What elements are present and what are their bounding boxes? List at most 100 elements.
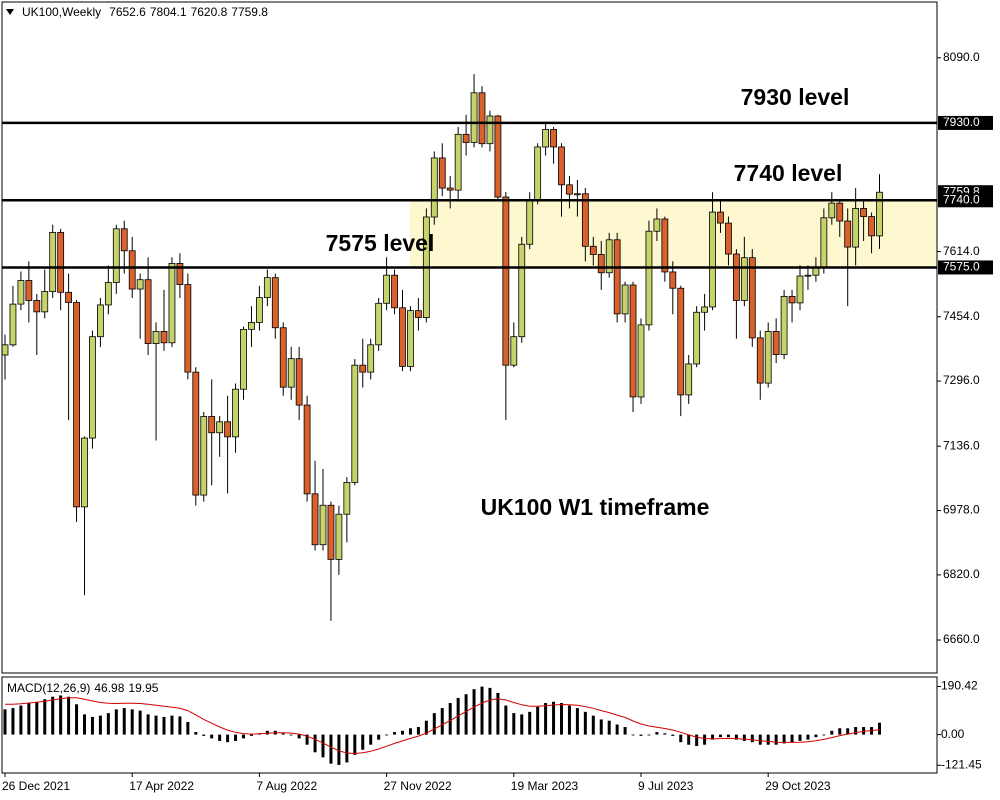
macd-label-field: MACD(12,26,9): [7, 681, 90, 695]
macd-bar: [830, 730, 834, 735]
macd-bar: [782, 734, 786, 744]
candle-body: [740, 257, 748, 301]
candle-body: [271, 277, 279, 329]
chart-header: UK100,Weekly 7652.6 7804.1 7620.8 7759.8: [22, 5, 268, 19]
candle-body: [669, 271, 677, 289]
candle-body: [152, 330, 160, 345]
candle-body: [144, 279, 152, 345]
candle-body: [287, 358, 295, 388]
macd-bar: [432, 713, 436, 735]
macd-bar: [90, 716, 94, 735]
candle-body: [645, 230, 653, 326]
candle-body: [97, 304, 104, 338]
candle-body: [605, 239, 613, 274]
macd-bar: [512, 713, 516, 735]
macd-bar: [631, 734, 635, 736]
candle-body: [701, 306, 708, 313]
candle-body: [581, 193, 589, 247]
candle-body: [542, 129, 549, 148]
candle-body: [65, 291, 72, 303]
x-tick-label: 27 Nov 2022: [384, 779, 452, 793]
candle-body: [335, 513, 343, 560]
candle-body: [57, 232, 65, 293]
level-box: [938, 115, 993, 130]
candle-body: [772, 330, 780, 356]
candle-body: [255, 297, 263, 323]
candle-body: [804, 274, 812, 277]
candle-body: [192, 371, 200, 496]
candle-body: [319, 504, 327, 546]
candle-body: [470, 92, 478, 143]
candle-body: [510, 336, 518, 366]
x-tick-label: 17 Apr 2022: [129, 779, 194, 793]
macd-bar: [130, 709, 134, 735]
candle-body: [311, 493, 319, 546]
macd-bar: [766, 734, 770, 745]
candle-body: [764, 330, 772, 384]
macd-bar: [385, 734, 389, 736]
macd-bar: [854, 727, 858, 735]
macd-bar: [496, 692, 500, 735]
candle-body: [446, 187, 454, 191]
macd-tick-label: 190.42: [941, 679, 978, 693]
macd-bar: [297, 734, 301, 739]
macd-bar: [408, 728, 412, 735]
macd-bar: [647, 734, 651, 736]
macd-bar: [774, 734, 778, 745]
header-field: 7759.8: [231, 5, 268, 19]
macd-bar: [711, 734, 715, 740]
macd-tick-label: -121.45: [941, 757, 982, 771]
candle-body: [780, 295, 788, 356]
candle-body: [136, 279, 144, 290]
macd-bar: [416, 727, 420, 735]
macd-bar: [615, 724, 619, 735]
price-panel: [2, 74, 937, 621]
candle-body: [33, 300, 41, 313]
candle-body: [184, 284, 192, 373]
candle-body: [359, 364, 367, 373]
macd-bar: [567, 705, 571, 735]
macd-bar: [289, 734, 293, 736]
y-tick-label: 6660.0: [943, 632, 980, 646]
menu-triangle[interactable]: [6, 9, 14, 15]
macd-bar: [504, 705, 508, 735]
macd-signal-line: [5, 697, 880, 755]
macd-bar: [138, 710, 142, 735]
level-annotation: 7575 level: [326, 230, 435, 256]
macd-label-field: 46.98: [94, 681, 124, 695]
macd-bar: [758, 734, 762, 745]
macd-bar: [806, 734, 810, 740]
macd-bar: [162, 716, 166, 735]
macd-bar: [3, 709, 7, 735]
candle-body: [208, 416, 216, 434]
candle-body: [844, 220, 852, 248]
y-tick-label: 6978.0: [943, 503, 980, 517]
candle-body: [120, 228, 128, 252]
candle-body: [693, 311, 701, 365]
candle-body: [526, 199, 534, 245]
macd-bar: [59, 695, 63, 735]
level-box-label: 7930.0: [943, 115, 980, 129]
candle-body: [343, 482, 351, 515]
candle-body: [454, 133, 462, 191]
macd-bar: [11, 708, 15, 735]
level-box: [938, 193, 993, 208]
candle-body: [216, 421, 224, 434]
macd-bar: [51, 696, 55, 735]
macd-bar: [393, 732, 397, 735]
candle-body: [104, 282, 112, 306]
macd-bar: [35, 701, 39, 735]
candle-body: [566, 184, 573, 195]
macd-bar: [353, 734, 357, 755]
macd-bar: [599, 719, 603, 735]
macd-bar: [67, 696, 71, 735]
macd-bar: [106, 713, 110, 735]
macd-bar: [742, 734, 746, 741]
candle-body: [81, 437, 88, 508]
macd-bar: [122, 708, 126, 735]
candle-body: [558, 146, 565, 186]
macd-bar: [424, 720, 428, 735]
macd-bar: [305, 734, 309, 745]
candle-body: [2, 344, 9, 356]
macd-bar: [194, 732, 198, 735]
